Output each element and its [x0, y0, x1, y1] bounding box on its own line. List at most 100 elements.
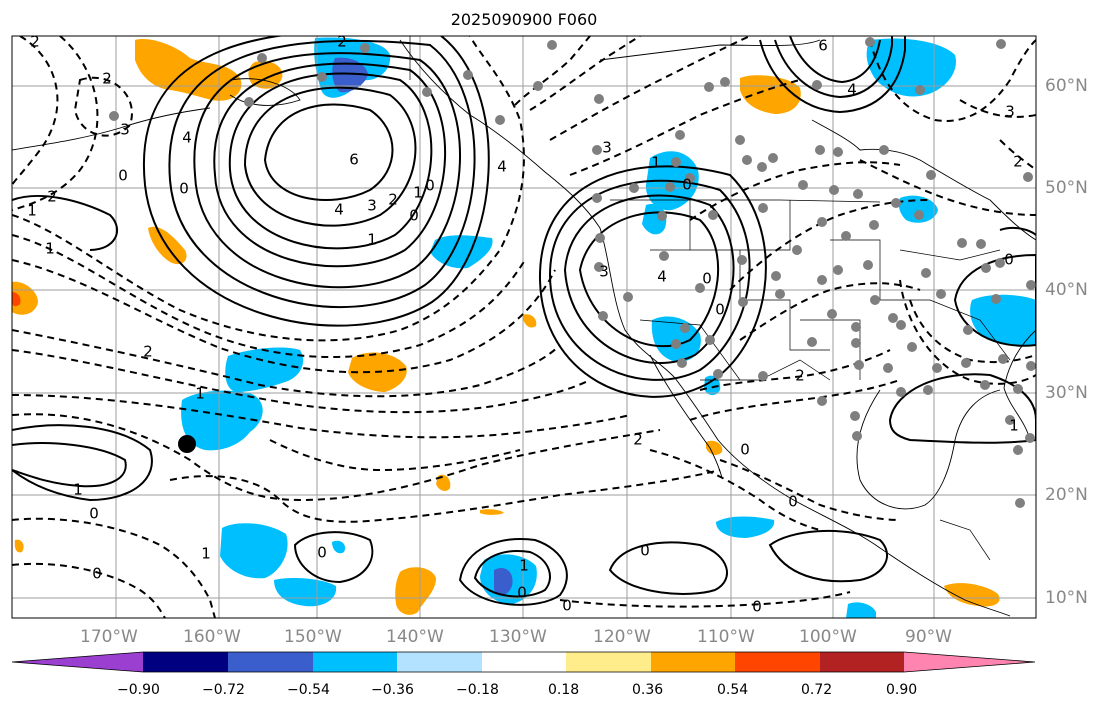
colorbar-min-extension [12, 652, 143, 672]
contour-label: 2 [143, 343, 153, 361]
positive-anomaly-area [480, 509, 504, 515]
contour-label: 1 [45, 240, 55, 258]
contour-label: 0 [425, 177, 435, 195]
position-marker [178, 435, 196, 453]
colorbar-bin [820, 652, 904, 672]
negative-anomaly-area [332, 540, 346, 554]
latitude-label: 40°N [1045, 280, 1088, 300]
contour-label: 1 [519, 557, 529, 575]
colorbar [11, 651, 1036, 673]
contour-label: 3 [120, 121, 130, 139]
contour-label: 1 [201, 545, 211, 563]
negative-anomaly-area [274, 578, 337, 607]
negative-anomaly-area [225, 347, 304, 392]
positive-anomaly-area [12, 292, 21, 307]
contour-label: 2 [1013, 153, 1023, 171]
colorbar-tick-label: −0.72 [202, 682, 245, 698]
contour-label: 0 [92, 565, 102, 583]
contour-label: 0 [752, 598, 762, 616]
contour-label: 6 [349, 151, 359, 169]
contour-label: 0 [682, 176, 692, 194]
contour-label: 2 [795, 367, 805, 385]
colorbar-bin [735, 652, 820, 672]
contour-label: 2 [102, 70, 112, 88]
latitude-label: 60°N [1045, 76, 1088, 96]
solid-contours [12, 36, 1036, 606]
contour-label: 0 [317, 544, 327, 562]
contour-label: 3 [602, 139, 612, 157]
colorbar-bin [313, 652, 397, 672]
longitude-label: 140°W [386, 627, 444, 647]
negative-anomaly-area [181, 390, 263, 451]
colorbar-bin [228, 652, 313, 672]
contour-labels: 2 2 2 3 4 0 1 2 1 0 6 4 3 2 1 0 0 1 4 3 … [27, 33, 1023, 616]
positive-anomaly-area [14, 539, 24, 553]
contour-label: 2 [388, 191, 398, 209]
colorbar-tick-label: 0.54 [717, 682, 749, 698]
contour-label: 1 [651, 154, 661, 172]
colorbar-outline [11, 651, 1036, 673]
graticule [12, 36, 1036, 618]
contour-label: 2 [30, 33, 40, 51]
map-title: 2025090900 F060 [450, 10, 598, 29]
contour-label: 2 [47, 188, 57, 206]
latitude-label: 50°N [1045, 178, 1088, 198]
dashed-contours [12, 36, 1036, 618]
colorbar-bin [566, 652, 651, 672]
station-dots [109, 37, 1036, 508]
colorbar-tick-label: −0.36 [371, 682, 414, 698]
contour-label: 1 [27, 202, 37, 220]
contour-label: 3 [1005, 103, 1015, 121]
positive-anomaly-area [395, 567, 436, 615]
colorbar-bin [143, 652, 228, 672]
colorbar-tick-label: 0.36 [632, 682, 664, 698]
contour-label: 0 [409, 207, 419, 225]
contour-label: 0 [640, 542, 650, 560]
contour-label: 1 [413, 184, 423, 202]
longitude-label: 170°W [80, 627, 138, 647]
map-background [12, 36, 1036, 618]
latitude-label: 30°N [1045, 383, 1088, 403]
contour-label: 4 [847, 81, 857, 99]
colorbar-tick-label: 0.90 [886, 682, 918, 698]
longitude-label: 100°W [799, 627, 857, 647]
colorbar-tick-label: −0.18 [456, 682, 499, 698]
positive-anomaly-area [522, 314, 537, 328]
positive-anomaly-area [944, 583, 1000, 607]
colorbar-bin [397, 652, 482, 672]
contour-label: 1 [195, 385, 205, 403]
contour-label: 0 [517, 584, 527, 602]
colorbar-max-extension [904, 652, 1035, 672]
colorbar-bin [651, 652, 735, 672]
colorbar-tick-label: −0.54 [287, 682, 330, 698]
longitude-label: 150°W [284, 627, 342, 647]
contour-label: 0 [702, 270, 712, 288]
contour-label: 4 [497, 158, 507, 176]
contour-label: 4 [334, 201, 344, 219]
contour-label: 0 [1004, 251, 1014, 269]
negative-anomaly-area [220, 523, 288, 579]
contour-label: 4 [657, 268, 667, 286]
contour-label: 0 [788, 493, 798, 511]
political-borders [409, 36, 1011, 561]
positive-anomaly-area [706, 440, 723, 455]
contour-label: 1 [1009, 417, 1019, 435]
latitude-label: 20°N [1045, 485, 1088, 505]
negative-anomaly-area [970, 294, 1036, 346]
contour-label: 0 [740, 441, 750, 459]
longitude-label: 120°W [593, 627, 651, 647]
contour-label: 6 [818, 37, 828, 55]
positive-anomaly-area [436, 474, 451, 491]
colorbar-tick-label: 0.18 [548, 682, 580, 698]
longitude-label: 130°W [489, 627, 547, 647]
negative-anomaly-area [704, 375, 721, 396]
colorbar-tick-label: −0.90 [117, 682, 160, 698]
contour-label: 3 [599, 263, 609, 281]
contour-label: 2 [337, 33, 347, 51]
contour-label: 1 [73, 481, 83, 499]
contour-label: 2 [633, 431, 643, 449]
contour-label: 0 [118, 167, 128, 185]
contour-label: 0 [179, 180, 189, 198]
contour-label: 0 [562, 597, 572, 615]
